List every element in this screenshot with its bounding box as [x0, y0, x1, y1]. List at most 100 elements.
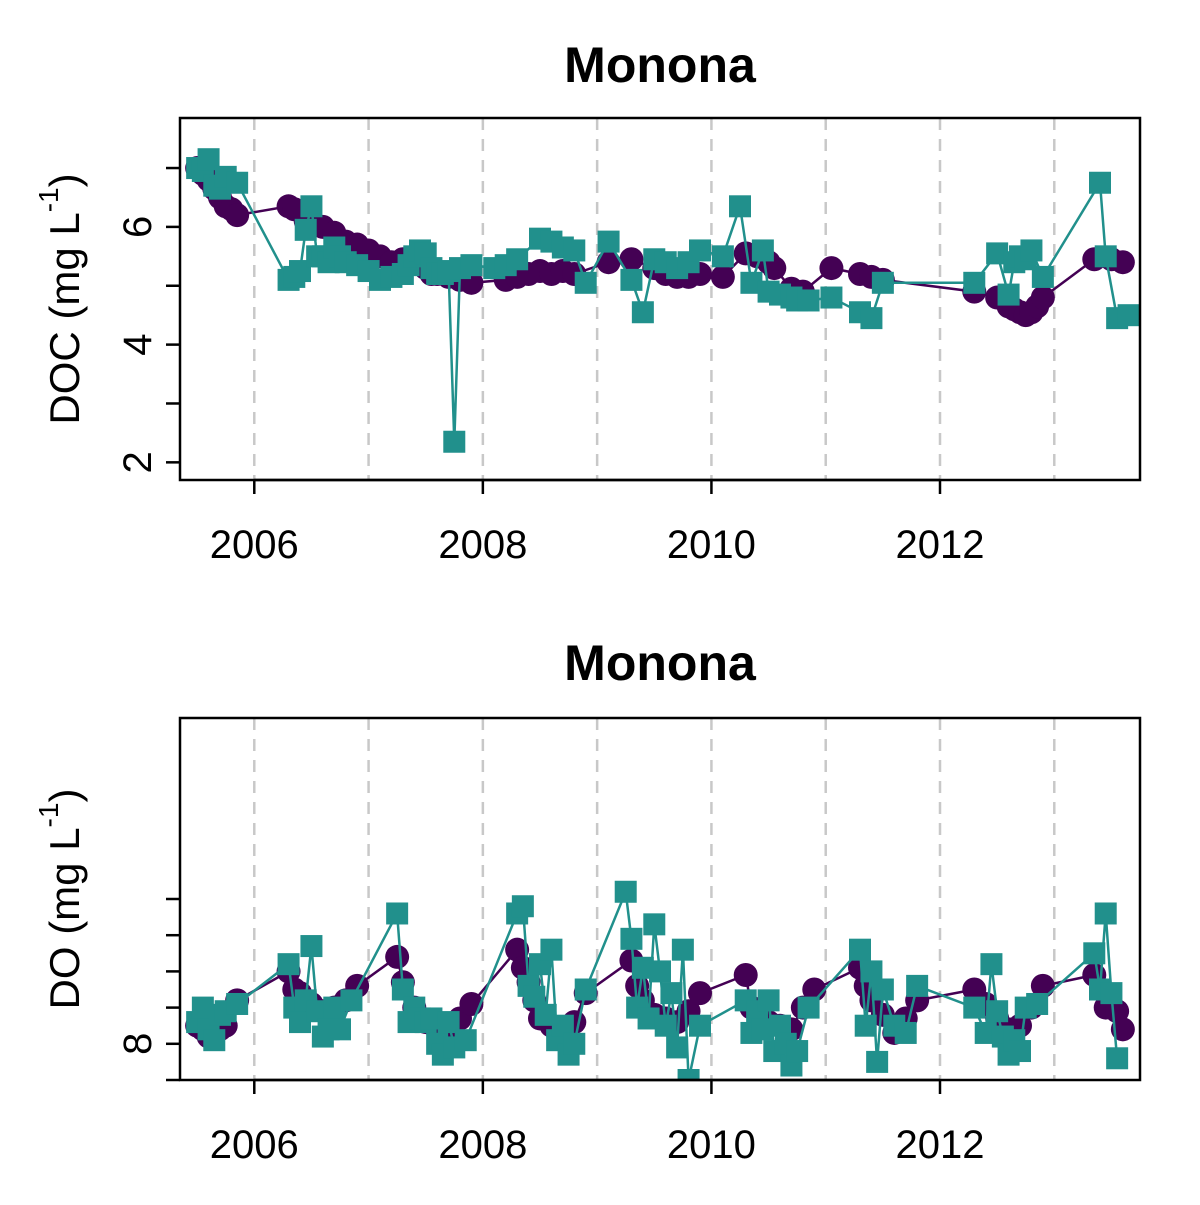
panel-2-series-squares-point	[306, 1000, 329, 1023]
panel-2-series-squares-point	[289, 1011, 311, 1034]
panel-1-y-axis-label-tail: )	[41, 173, 88, 187]
panel-2-series-squares-point	[1106, 1047, 1129, 1070]
panel-1-y-axis-label: DOC (mg L-1)	[33, 173, 88, 424]
panel-1-y-tick-label: 6	[116, 216, 160, 238]
panel-1-series-circles-point	[596, 250, 621, 275]
panel-2-series-squares-point	[329, 1018, 351, 1041]
panel-2-series-squares-point	[769, 1014, 791, 1037]
panel-1-series-squares-point	[460, 254, 483, 277]
panel-1-series-circles-point	[619, 247, 644, 272]
panel-2-series-squares-point	[203, 1029, 226, 1052]
panel-1-series-squares-point	[597, 230, 620, 253]
panel-2-y-axis-label-main: DO (mg L	[41, 827, 88, 1009]
panel-1-y-tick-label: 4	[116, 333, 160, 355]
panel-2-x-tick-label: 2010	[667, 1123, 756, 1167]
panel-1-x-tick-label: 2012	[896, 523, 985, 567]
panel-2-series-circles-point	[505, 937, 530, 962]
panel-2-series-squares-point	[660, 982, 683, 1005]
panel-2-series-squares-point	[980, 953, 1003, 976]
panel-1-series-circles-point	[819, 256, 844, 281]
panel-2-y-tick-label: 8	[116, 1033, 160, 1055]
panel-1-series-squares-point	[197, 148, 220, 171]
panel-1-series-squares-point	[620, 268, 643, 291]
panel-2-title: Monona	[564, 635, 757, 691]
panel-2-series-squares-point	[277, 953, 300, 976]
panel-2-series-squares-point	[534, 1003, 557, 1026]
panel-2-series-squares-point	[1026, 992, 1049, 1015]
panel-1-series-circles-point	[225, 203, 250, 228]
panel-1-series-squares-point	[563, 239, 586, 262]
panel-2-series-squares-point	[894, 1021, 917, 1044]
panel-1-series-squares-point	[729, 195, 751, 218]
panel-1-series-squares-point	[574, 271, 597, 294]
panel-1-title: Monona	[564, 37, 757, 93]
panel-1-series-squares-point	[631, 301, 654, 324]
panel-2-series-squares-point	[906, 974, 929, 997]
panel-1-series-squares-point	[711, 245, 734, 268]
panel-2-series-squares-point	[786, 1040, 809, 1063]
panel-2-series-squares-point	[637, 1007, 660, 1030]
panel-1-series-squares-point	[820, 286, 843, 309]
panel-2-series-squares-point	[340, 989, 363, 1012]
panel-1-series-squares-point	[751, 239, 774, 262]
panel-2-series-circles-point	[733, 963, 758, 988]
panel-2-series-squares-point	[854, 1014, 877, 1037]
panel-2-series-squares-point	[860, 960, 883, 983]
panel-2-x-tick-label: 2012	[896, 1123, 985, 1167]
panel-1-series-squares-point	[1031, 265, 1054, 288]
panel-1-series-circles-point	[762, 256, 787, 281]
panel-2-series-squares-point	[963, 996, 986, 1019]
panel-2-series-squares-point	[454, 1029, 477, 1052]
panel-2-series-squares-point	[551, 1014, 574, 1037]
panel-2-series-squares-point	[420, 1007, 443, 1030]
panel-2-series-squares-point	[671, 938, 694, 961]
panel-2-series-circles-point	[385, 944, 410, 969]
panel-2-x-tick-label: 2008	[438, 1123, 527, 1167]
panel-1-series-squares-point	[871, 271, 894, 294]
panel-1-series-squares-point	[1020, 239, 1043, 262]
panel-1-series-squares-point	[300, 195, 323, 218]
panel-1-series-squares-point	[1094, 245, 1117, 268]
panel-2-series-squares-point	[620, 927, 643, 950]
panel-2-series-squares-point	[751, 1018, 774, 1041]
panel-2-series-squares-point	[574, 978, 597, 1001]
panel-2-y-axis-label-sup: -1	[33, 803, 64, 828]
panel-2-series-squares-point	[226, 992, 249, 1015]
panel-2-plot-area	[185, 880, 1135, 1080]
panel-2-series-squares-point	[1094, 902, 1117, 925]
panel-2-series-squares-point	[849, 938, 871, 961]
panel-2-series-squares-point	[974, 1021, 997, 1044]
panel-2-series-squares-point	[391, 978, 414, 1001]
panel-2-series-squares-point	[614, 880, 637, 903]
panel-1-series-squares-point	[443, 430, 466, 453]
panel-2-group: Monona 2006 2008 2010 2012 8 DO (mg L-1)	[33, 635, 1142, 1167]
panel-2-series-squares-point	[300, 935, 323, 958]
panel-2-y-axis-label-tail: )	[41, 789, 88, 803]
panel-2-series-squares-point	[871, 978, 894, 1001]
panel-2-series-squares-point	[986, 1000, 1009, 1023]
panel-1-x-tick-label: 2008	[438, 523, 527, 567]
panel-2-series-squares-point	[666, 1036, 689, 1059]
panel-1-series-circles-point	[1030, 285, 1055, 310]
panel-2-series-squares-point	[1083, 942, 1106, 965]
panel-1-series-squares-point	[860, 307, 883, 330]
panel-2-series-squares-point	[523, 985, 546, 1008]
panel-1-series-circles-point	[1110, 250, 1135, 275]
panel-1-series-squares-point	[1089, 171, 1111, 194]
panel-2-series-squares-point	[649, 960, 671, 983]
panel-2-series-squares-point	[563, 1032, 586, 1055]
panel-1-series-squares-point	[997, 283, 1020, 306]
panel-2-series-squares-point	[1100, 982, 1123, 1005]
panel-2-series-circles-point	[688, 981, 712, 1006]
panel-2-series-squares-point	[323, 996, 346, 1019]
panel-1-x-tick-label: 2010	[667, 523, 756, 567]
panel-1-x-tick-label: 2006	[210, 523, 299, 567]
panel-2-series-squares-point	[677, 1069, 700, 1080]
panel-1-series-squares-point	[797, 289, 820, 312]
panel-2-series-squares-point	[654, 1014, 677, 1037]
panel-2-series-squares-point	[540, 938, 563, 961]
panel-2-series-squares-point	[866, 1050, 889, 1073]
panel-2-series-squares-point	[797, 996, 820, 1019]
